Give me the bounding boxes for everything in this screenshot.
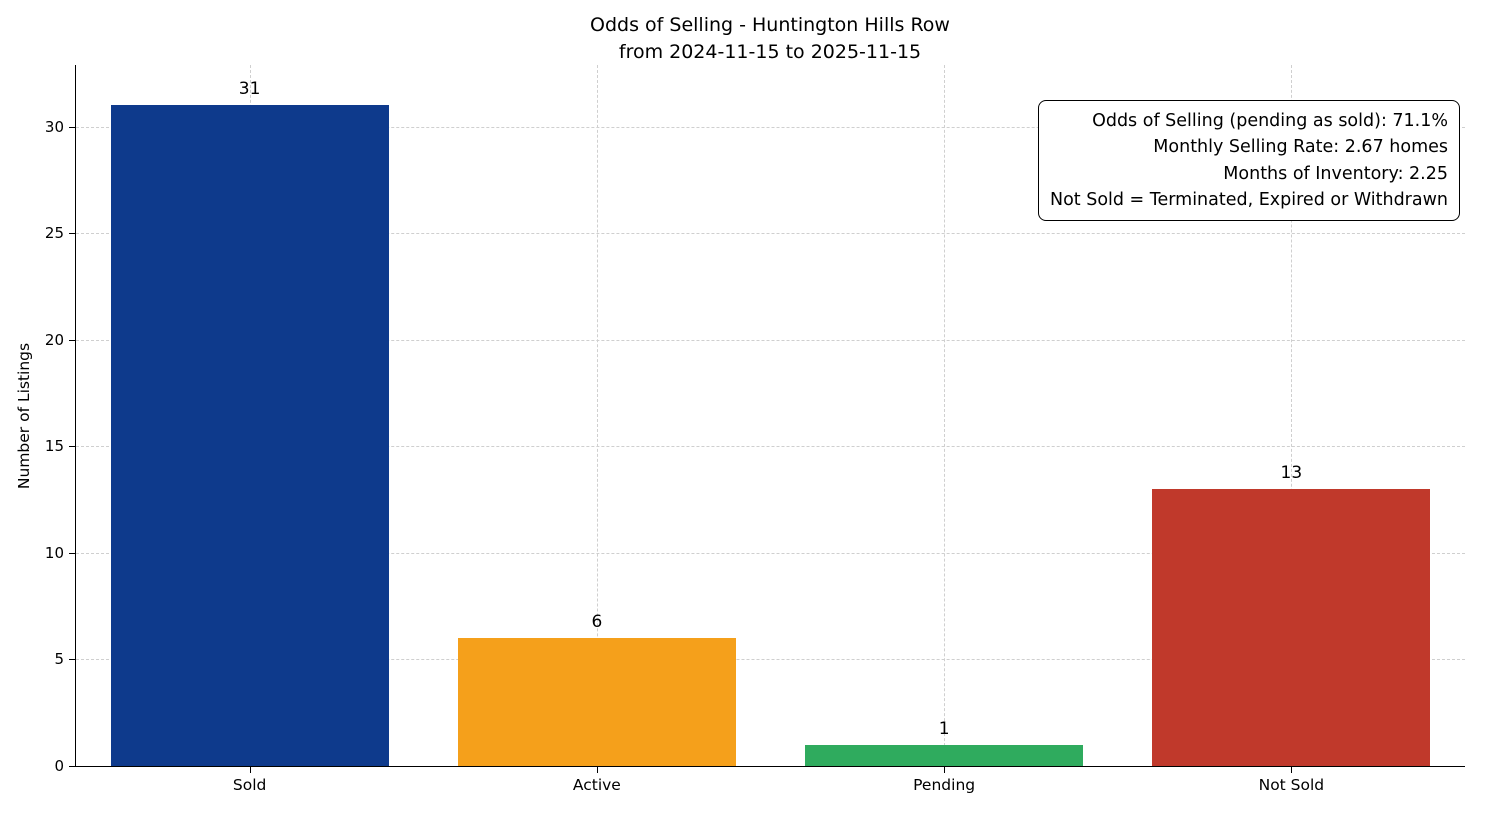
y-tick-mark <box>69 766 76 767</box>
bar-pending <box>805 744 1084 766</box>
y-gridline <box>76 446 1465 448</box>
bar-active <box>457 638 736 766</box>
x-tick-mark <box>944 766 946 773</box>
bar-value-label: 13 <box>1280 463 1303 483</box>
y-tick-label: 10 <box>44 543 64 562</box>
annotation-box: Odds of Selling (pending as sold): 71.1%… <box>1037 100 1460 221</box>
bar-sold <box>110 105 389 766</box>
x-tick-label: Sold <box>232 776 267 794</box>
y-tick-mark <box>69 339 76 341</box>
y-tick-mark <box>69 659 76 661</box>
y-tick-label: 5 <box>54 650 64 669</box>
chart-title-line2: from 2024-11-15 to 2025-11-15 <box>618 40 922 63</box>
y-tick-mark <box>69 126 76 128</box>
y-tick-mark <box>69 233 76 235</box>
y-gridline <box>76 552 1465 554</box>
y-tick-label: 0 <box>54 757 64 775</box>
x-tick-mark <box>249 766 251 773</box>
x-tick-label: Not Sold <box>1258 776 1325 794</box>
bar-value-label: 1 <box>938 718 950 739</box>
y-tick-mark <box>69 552 76 554</box>
annotation-line: Odds of Selling (pending as sold): 71.1% <box>1092 111 1448 131</box>
annotation-line: Months of Inventory: 2.25 <box>1223 163 1448 184</box>
y-gridline <box>76 339 1465 341</box>
y-gridline <box>76 233 1465 235</box>
x-gridline <box>944 65 946 766</box>
y-tick-label: 25 <box>44 224 64 243</box>
x-tick-label: Active <box>572 776 621 794</box>
x-tick-mark <box>596 766 598 773</box>
x-gridline <box>596 65 598 766</box>
x-tick-label: Pending <box>913 776 976 794</box>
bar-value-label: 6 <box>591 612 603 633</box>
x-tick-mark <box>1291 766 1293 773</box>
bar-value-label: 31 <box>238 79 261 100</box>
annotation-line: Not Sold = Terminated, Expired or Withdr… <box>1049 189 1448 210</box>
plot-area: 0 5 10 15 20 25 30 31 Sold 6 Active 1 Pending 13 Not S… <box>45 65 1465 794</box>
y-tick-mark <box>69 446 76 448</box>
y-tick-label: 15 <box>44 437 64 456</box>
bar-not-sold <box>1152 489 1431 766</box>
chart-title-line1: Odds of Selling - Huntington Hills Row <box>590 14 950 36</box>
annotation-line: Monthly Selling Rate: 2.67 homes <box>1153 137 1448 158</box>
chart-title: Odds of Selling - Huntington Hills Row f… <box>75 12 1465 66</box>
y-gridline <box>76 659 1465 661</box>
y-gridline <box>76 126 1465 128</box>
y-axis-label: Number of Listings <box>15 342 33 490</box>
x-gridline <box>1291 65 1293 766</box>
y-tick-label: 30 <box>44 117 64 136</box>
y-tick-label: 20 <box>44 330 64 349</box>
